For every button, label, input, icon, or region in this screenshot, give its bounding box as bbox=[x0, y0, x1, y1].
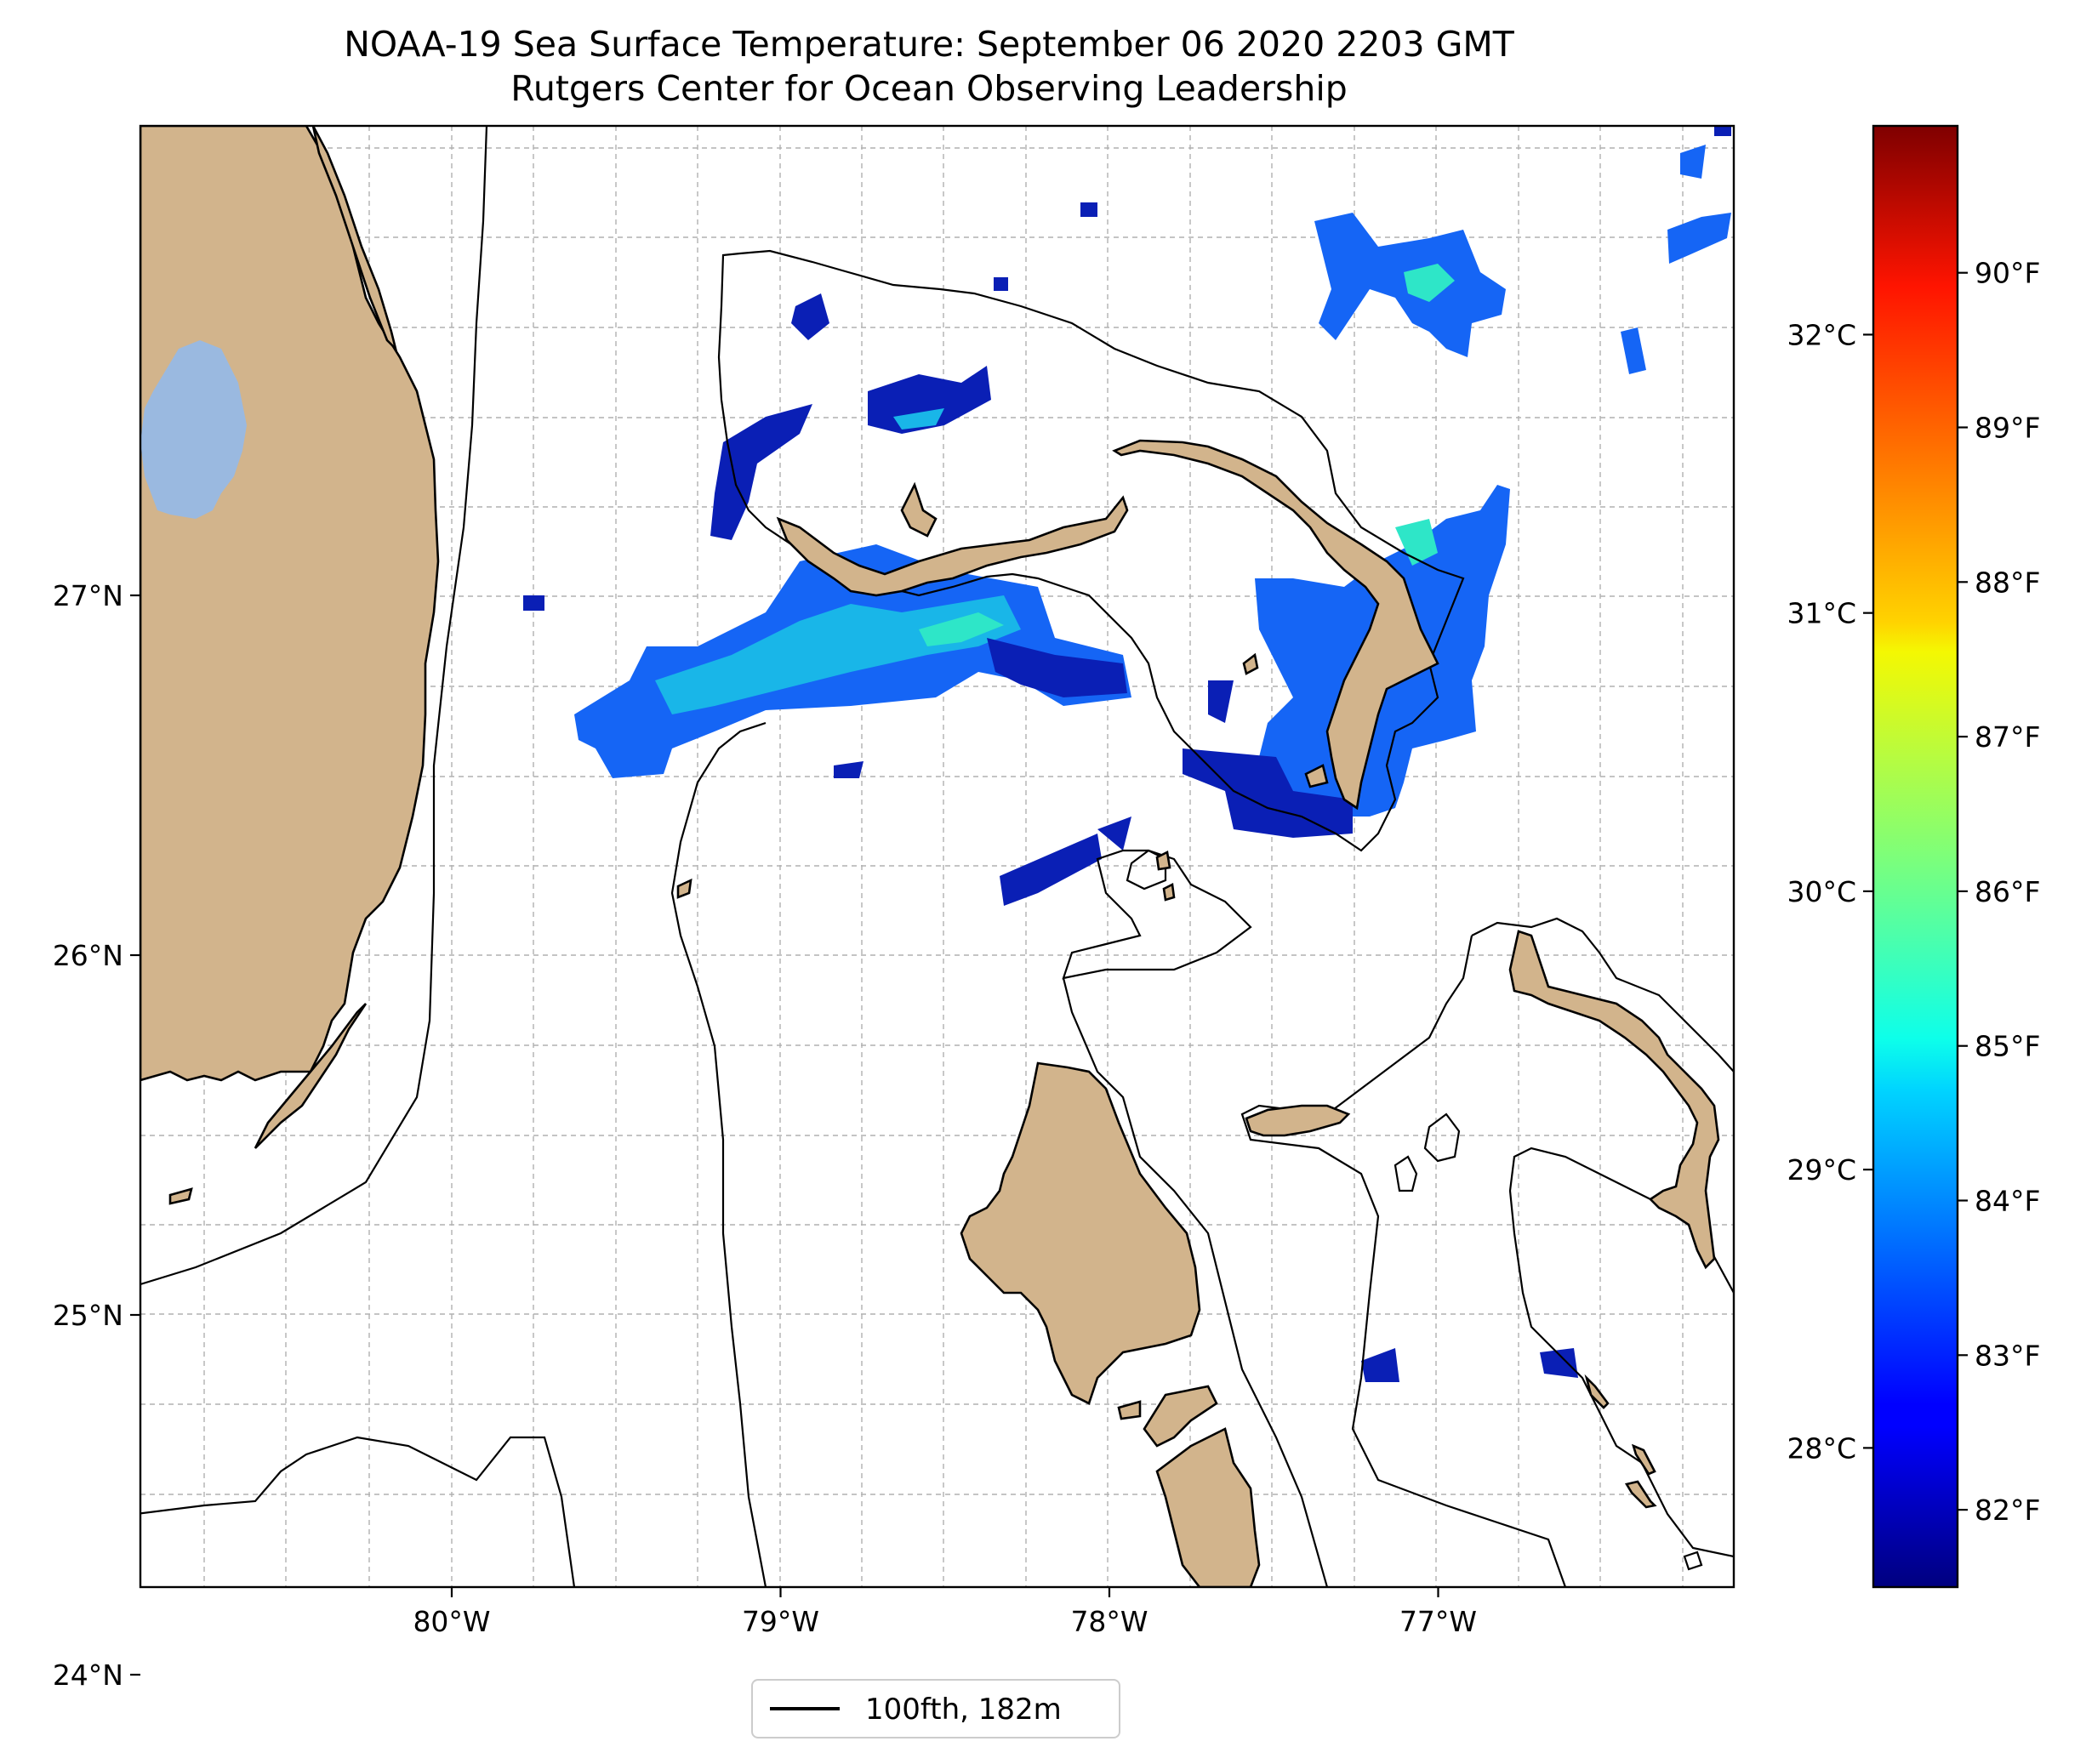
land-berry-island-2 bbox=[1162, 883, 1176, 902]
legend-frame bbox=[751, 1679, 1120, 1738]
sst-swath-sm4 bbox=[1361, 1348, 1399, 1382]
colorbar-celsius-label: 31°C bbox=[1787, 597, 1856, 630]
map-title: NOAA-19 Sea Surface Temperature: Septemb… bbox=[344, 24, 1514, 65]
map-frame bbox=[139, 124, 1735, 1589]
map-area bbox=[140, 126, 1734, 1587]
land-abaco bbox=[1112, 439, 1439, 811]
sst-swath-sm8 bbox=[523, 595, 544, 611]
contour-islet-1 bbox=[1126, 849, 1167, 891]
legend-label-100fth: 100fth, 182m bbox=[865, 1693, 1062, 1727]
land-grand-bahama bbox=[776, 495, 1129, 597]
land-exuma-cay-2 bbox=[1631, 1443, 1656, 1476]
colorbar-fahrenheit-label: 86°F bbox=[1975, 875, 2040, 908]
contour-exuma bbox=[1240, 917, 1734, 1587]
lake-okeechobee bbox=[140, 340, 247, 519]
lon-tick-label: 77°W bbox=[1399, 1605, 1477, 1638]
land-abaco-cay-2 bbox=[1242, 652, 1259, 675]
contour-exuma-inner bbox=[1508, 1147, 1734, 1558]
lon-tick-label: 79°W bbox=[742, 1605, 819, 1638]
sst-swath-ne-cyan bbox=[1404, 264, 1455, 302]
contour-florida bbox=[140, 126, 488, 1286]
land-florida-barrier bbox=[311, 126, 398, 353]
sst-swath-main-cyan bbox=[919, 612, 1004, 646]
contour-great-bahama-bank-west bbox=[140, 1436, 576, 1587]
lat-tick-label: 26°N bbox=[53, 939, 123, 972]
sst-swath-sm1 bbox=[1000, 834, 1102, 906]
colorbar-celsius-label: 30°C bbox=[1787, 875, 1856, 908]
sst-swath-east-cyan bbox=[1395, 519, 1438, 566]
land-abaco-cay-1 bbox=[1304, 764, 1329, 788]
lat-tick-label: 24°N bbox=[53, 1659, 123, 1692]
land-andros-cay bbox=[1117, 1400, 1142, 1420]
sst-swath-main-core bbox=[655, 595, 1021, 714]
sst-swath-sm7 bbox=[994, 277, 1008, 291]
contour-great-bahama-bank bbox=[670, 721, 767, 1587]
land-andros-south bbox=[1143, 1385, 1261, 1587]
land-eleuthera-cay bbox=[1624, 1480, 1657, 1509]
land-keys-1 bbox=[254, 1003, 368, 1149]
contour-islet-2 bbox=[1423, 1112, 1461, 1163]
land-new-providence bbox=[1245, 1104, 1351, 1137]
land-eleuthera bbox=[1508, 930, 1720, 1270]
colorbar-fahrenheit-label: 89°F bbox=[1975, 412, 2040, 445]
sst-swath-sm2 bbox=[1208, 680, 1234, 723]
colorbar-fahrenheit-ticks: 82°F 83°F 84°F 85°F 86°F 87°F 88°F 89°F 90°F bbox=[1958, 257, 2040, 1527]
contour-islet-4 bbox=[1683, 1551, 1703, 1571]
map-subtitle: Rutgers Center for Ocean Observing Leade… bbox=[510, 68, 1348, 109]
land-berry-island bbox=[1155, 851, 1171, 871]
land-exuma-cay-1 bbox=[1584, 1374, 1610, 1409]
sst-swath-sm6 bbox=[1080, 202, 1097, 217]
colorbar-fahrenheit-label: 84°F bbox=[1975, 1185, 2040, 1218]
contour-islet-3 bbox=[1394, 1155, 1418, 1192]
latitude-ticks: 27°N 26°N 25°N 24°N bbox=[53, 579, 140, 1692]
colorbar-celsius-label: 32°C bbox=[1787, 318, 1856, 351]
colorbar-fahrenheit-label: 85°F bbox=[1975, 1030, 2040, 1063]
land-grand-bahama-east bbox=[900, 481, 938, 538]
colorbar-celsius-ticks: 28°C 29°C 30°C 31°C 32°C bbox=[1787, 318, 1873, 1465]
colorbar-fahrenheit-label: 83°F bbox=[1975, 1339, 2040, 1372]
longitude-ticks: 80°W 79°W 78°W 77°W bbox=[413, 1587, 1477, 1638]
colorbar-fahrenheit-label: 87°F bbox=[1975, 720, 2040, 754]
lon-tick-label: 80°W bbox=[413, 1605, 490, 1638]
sst-swath-sm9 bbox=[834, 761, 863, 778]
sst-swath-east-deep bbox=[1183, 748, 1353, 838]
colorbar-celsius-label: 29°C bbox=[1787, 1153, 1856, 1186]
land-keys-2 bbox=[168, 1187, 193, 1205]
legend: 100fth, 182m bbox=[751, 1679, 1120, 1738]
land-bimini bbox=[676, 878, 692, 899]
sst-swath-small-nw bbox=[791, 293, 829, 340]
sst-swath-ne-corner3 bbox=[1714, 126, 1731, 136]
colorbar-fahrenheit-label: 82°F bbox=[1975, 1494, 2040, 1527]
sst-swath-main-deep bbox=[987, 638, 1127, 697]
sst-swath-sm5 bbox=[1540, 1348, 1578, 1378]
colorbar-fahrenheit-label: 90°F bbox=[1975, 257, 2040, 290]
sst-swath-ne-small bbox=[1621, 327, 1646, 374]
sst-swath-sm3 bbox=[1097, 817, 1131, 851]
sst-swath-north-core bbox=[893, 408, 944, 430]
colorbar-fahrenheit-label: 88°F bbox=[1975, 566, 2040, 599]
sst-swath-west bbox=[710, 404, 812, 540]
land-andros bbox=[960, 1061, 1201, 1405]
lat-tick-label: 27°N bbox=[53, 579, 123, 612]
sst-swath-ne-corner2 bbox=[1680, 145, 1706, 179]
lon-tick-label: 78°W bbox=[1070, 1605, 1148, 1638]
colorbar-celsius-label: 28°C bbox=[1787, 1431, 1856, 1465]
colorbar bbox=[1872, 124, 1959, 1589]
lat-tick-label: 25°N bbox=[53, 1299, 123, 1332]
sst-swath-ne-corner bbox=[1667, 213, 1731, 264]
